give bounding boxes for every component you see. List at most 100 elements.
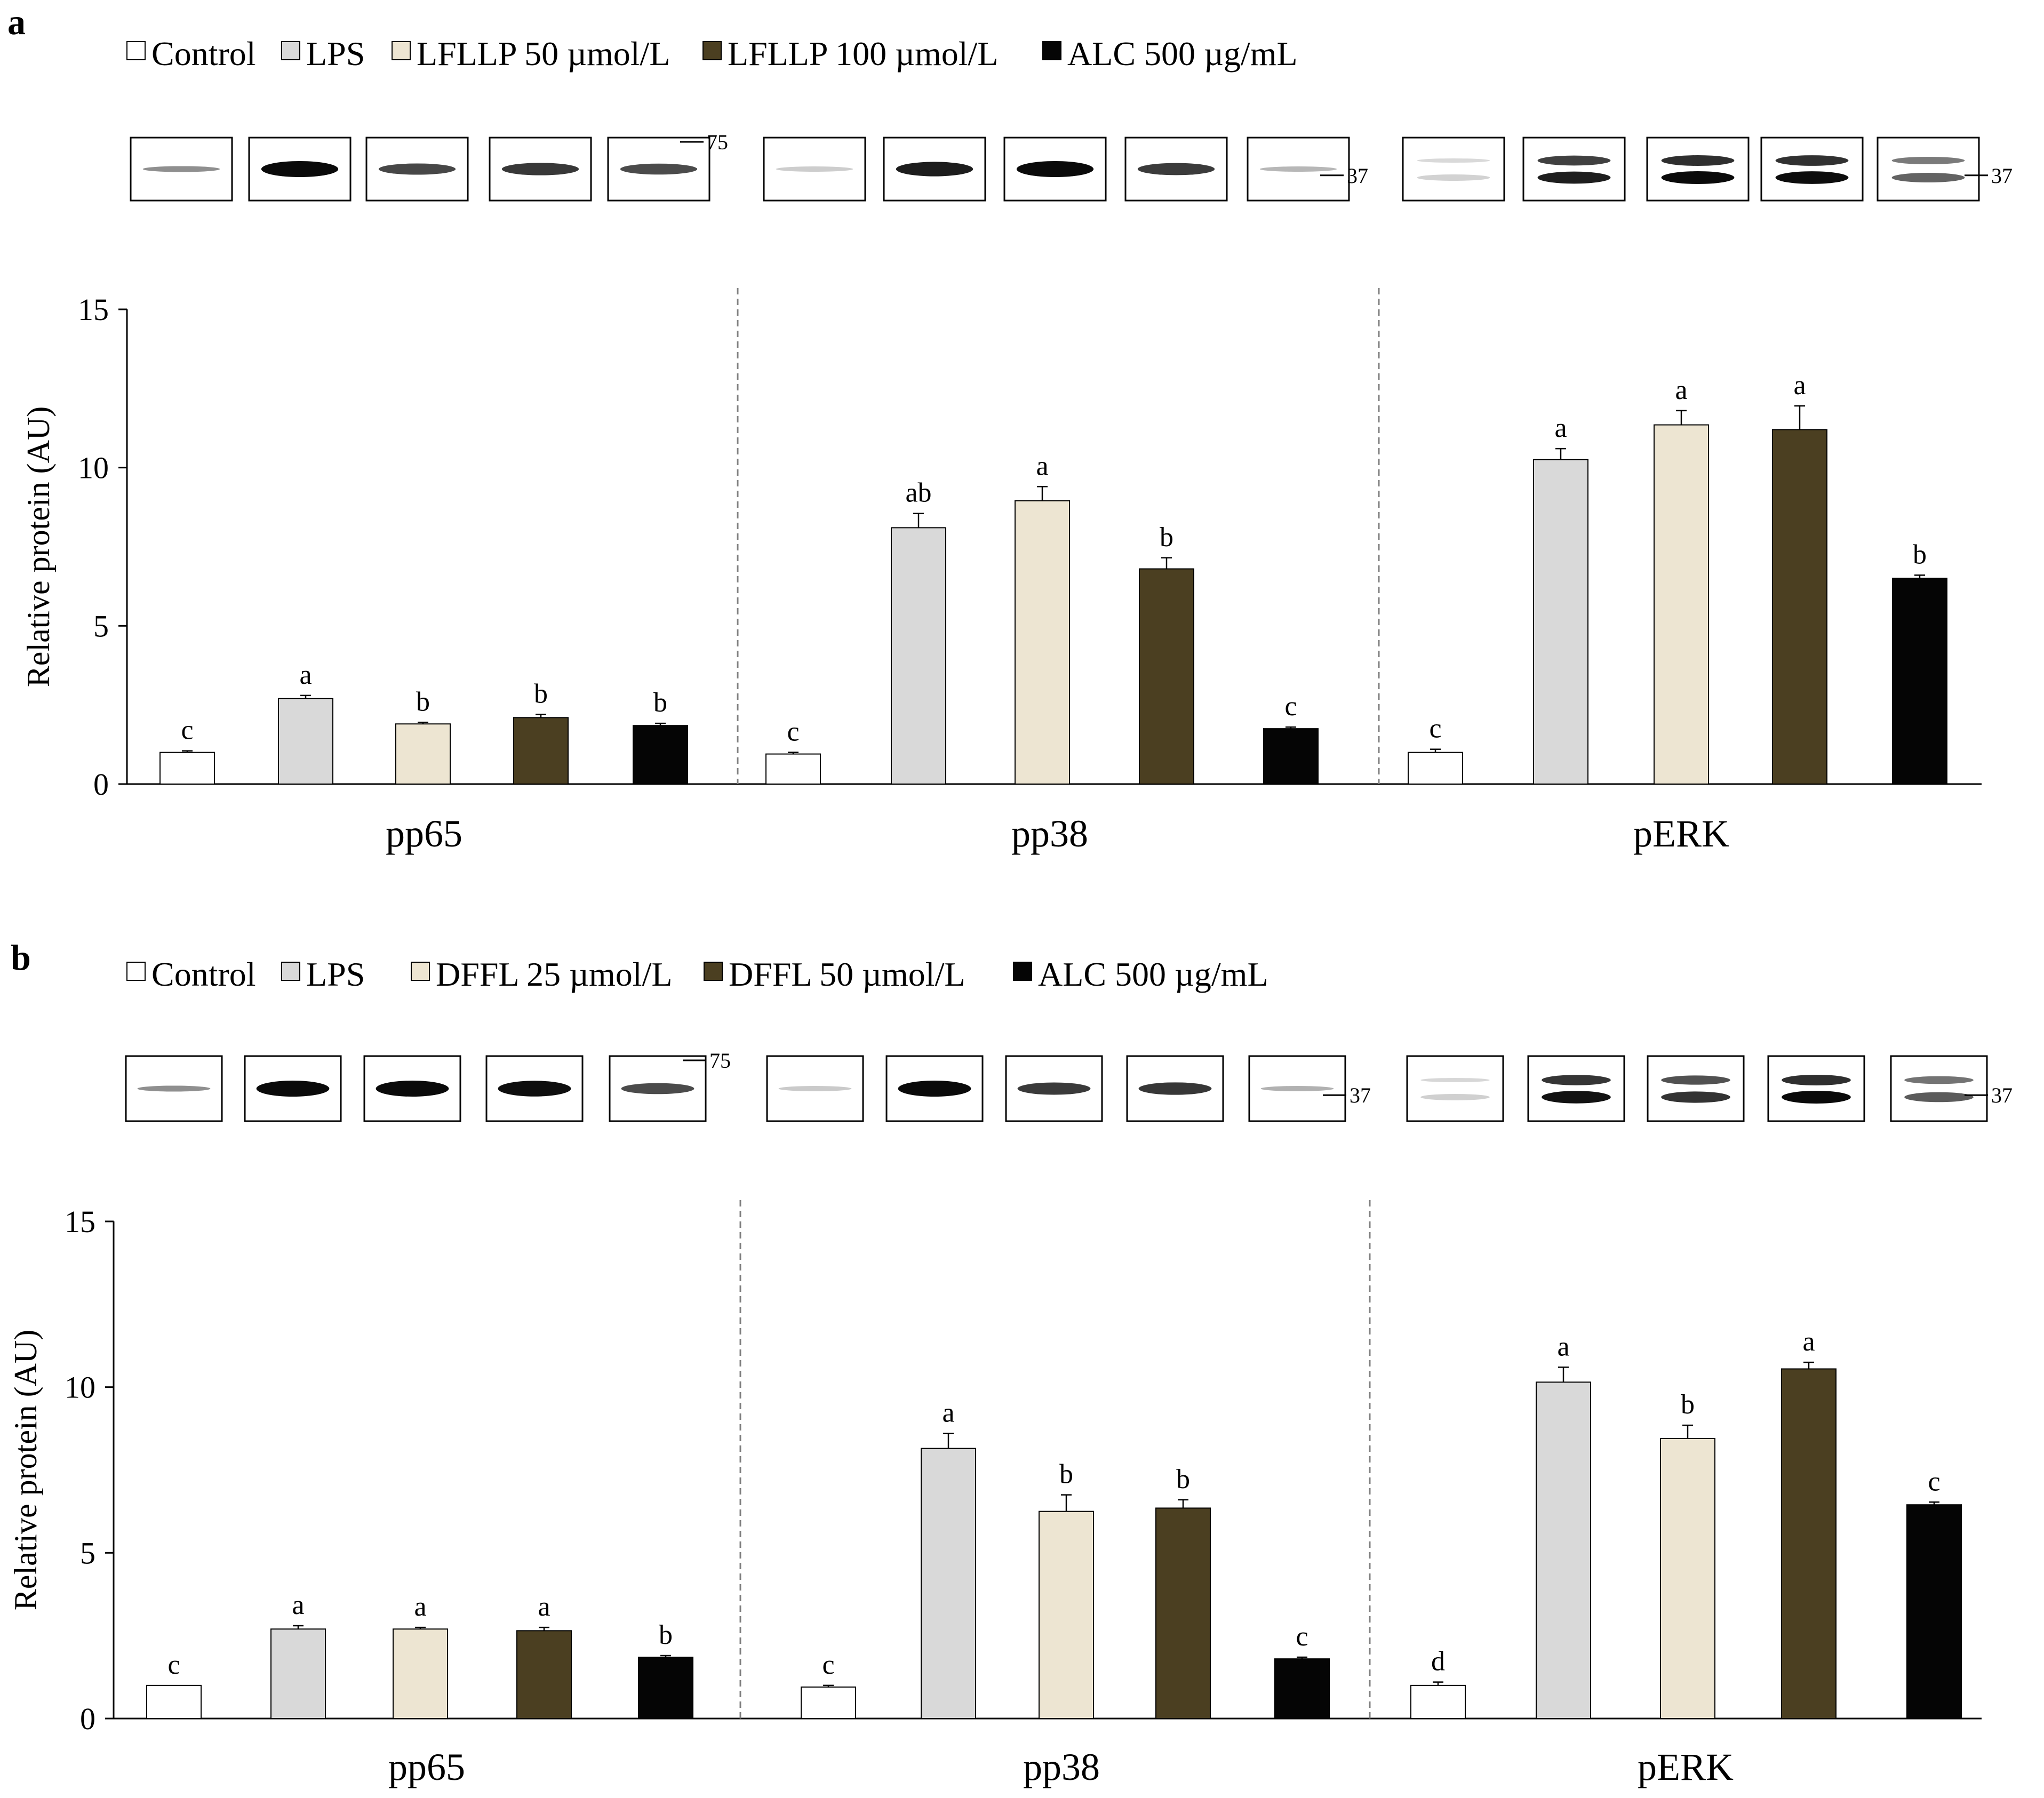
significance-letter: c bbox=[1284, 691, 1297, 722]
bar bbox=[393, 1628, 448, 1719]
category-label: pERK bbox=[1633, 812, 1729, 855]
significance-letter: c bbox=[1296, 1621, 1308, 1652]
significance-letter: a bbox=[1793, 370, 1806, 401]
blot-band bbox=[1017, 1082, 1091, 1095]
significance-letter: a bbox=[414, 1592, 426, 1622]
bar bbox=[1274, 1658, 1330, 1719]
y-tick-label: 0 bbox=[93, 767, 109, 802]
bar bbox=[278, 698, 333, 785]
bar bbox=[1039, 1511, 1094, 1720]
legend-label: LFLLP 100 µmol/L bbox=[728, 35, 998, 73]
significance-letter: a bbox=[1036, 451, 1048, 481]
blot-frame bbox=[1890, 1055, 1988, 1122]
significance-letter: b bbox=[1160, 522, 1173, 553]
significance-letter: d bbox=[1431, 1647, 1445, 1677]
category-label: pp38 bbox=[1023, 1746, 1100, 1788]
bar bbox=[765, 753, 821, 785]
bar bbox=[633, 725, 688, 785]
bar bbox=[1408, 752, 1463, 785]
blot-band bbox=[137, 1085, 211, 1092]
blot-band bbox=[620, 163, 698, 175]
blot-frame bbox=[1760, 137, 1864, 202]
y-tick-label: 10 bbox=[65, 1370, 95, 1405]
blot-band bbox=[1661, 171, 1735, 184]
blot-band bbox=[1661, 1075, 1730, 1085]
bar bbox=[1015, 500, 1070, 785]
y-axis-label: Relative protein (AU) bbox=[8, 1330, 43, 1611]
legend-label: ALC 500 µg/mL bbox=[1067, 35, 1298, 73]
significance-letter: a bbox=[1554, 413, 1567, 443]
bar bbox=[1772, 429, 1827, 785]
significance-letter: ab bbox=[905, 478, 931, 508]
legend-swatch bbox=[281, 962, 300, 981]
significance-letter: b bbox=[416, 686, 430, 717]
blot-band bbox=[1417, 174, 1490, 181]
bar bbox=[1410, 1684, 1466, 1720]
blot-band bbox=[1537, 155, 1611, 166]
bar bbox=[1263, 728, 1319, 785]
significance-letter: a bbox=[1557, 1331, 1569, 1362]
legend-label: LPS bbox=[306, 955, 365, 993]
blot-band bbox=[256, 1081, 330, 1097]
blot-band bbox=[1775, 155, 1849, 166]
significance-letter: b bbox=[1176, 1464, 1190, 1495]
significance-letter: c bbox=[787, 717, 799, 747]
blot-band bbox=[1782, 1091, 1851, 1104]
bar bbox=[1654, 424, 1709, 785]
category-label: pp65 bbox=[388, 1746, 465, 1788]
blot-band bbox=[1420, 1094, 1490, 1100]
significance-letter: a bbox=[1802, 1326, 1815, 1357]
bar bbox=[638, 1657, 693, 1719]
blot-strip: 75 37 37 bbox=[130, 130, 2013, 202]
blot-band bbox=[1537, 171, 1611, 184]
mw-marker-label: 75 bbox=[707, 130, 728, 154]
blot-band bbox=[1661, 155, 1735, 166]
category-label: pERK bbox=[1638, 1746, 1734, 1788]
bar bbox=[921, 1448, 976, 1719]
bar bbox=[395, 723, 451, 785]
significance-letter: a bbox=[1675, 375, 1687, 405]
mw-marker-label: 37 bbox=[1350, 1083, 1371, 1107]
y-tick-label: 5 bbox=[80, 1536, 95, 1570]
blot-band bbox=[896, 162, 973, 177]
category-label: pp38 bbox=[1011, 812, 1088, 855]
significance-letter: c bbox=[822, 1650, 834, 1680]
blot-strip: 75 37 37 bbox=[125, 1049, 2013, 1122]
y-tick-label: 15 bbox=[78, 292, 109, 327]
significance-letter: a bbox=[299, 660, 312, 690]
bar bbox=[1536, 1381, 1591, 1719]
blot-frame bbox=[1522, 137, 1626, 202]
blot-frame bbox=[1647, 1055, 1745, 1122]
bar bbox=[270, 1628, 326, 1719]
mw-marker-label: 37 bbox=[1991, 1083, 2013, 1107]
blot-band bbox=[142, 166, 220, 172]
bar bbox=[513, 717, 569, 785]
legend-label: LFLLP 50 µmol/L bbox=[417, 35, 670, 73]
significance-letter: b bbox=[1681, 1389, 1695, 1420]
significance-letter: c bbox=[181, 715, 193, 746]
bar bbox=[1892, 578, 1947, 785]
significance-letter: b bbox=[653, 688, 667, 718]
legend-swatch bbox=[281, 41, 300, 60]
legend-swatch bbox=[702, 41, 722, 60]
blot-band bbox=[261, 161, 339, 177]
y-tick-label: 5 bbox=[93, 609, 109, 643]
mw-marker-label: 37 bbox=[1347, 164, 1368, 188]
panel-label: a bbox=[7, 2, 26, 42]
category-label: pp65 bbox=[386, 812, 462, 855]
blot-band bbox=[1016, 161, 1094, 177]
y-axis-label: Relative protein (AU) bbox=[21, 406, 56, 688]
blot-band bbox=[376, 1081, 449, 1097]
blot-band bbox=[1542, 1091, 1611, 1104]
blot-band bbox=[1542, 1075, 1611, 1085]
blot-frame bbox=[1402, 137, 1505, 202]
legend-label: DFFL 25 µmol/L bbox=[436, 955, 672, 993]
bar bbox=[516, 1630, 572, 1720]
blot-band bbox=[621, 1083, 694, 1094]
significance-letter: c bbox=[1429, 714, 1441, 744]
mw-marker-label: 75 bbox=[709, 1049, 731, 1073]
legend: Control LPS DFFL 25 µmol/L DFFL 50 µmol/L AL… bbox=[126, 955, 1268, 993]
panel-label: b bbox=[11, 937, 31, 978]
